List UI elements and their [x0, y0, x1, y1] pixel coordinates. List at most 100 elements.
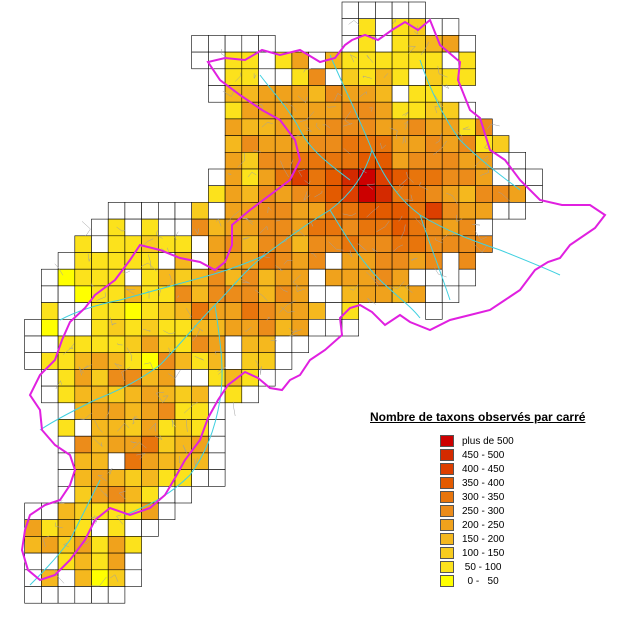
grid-cell [241, 218, 259, 237]
commune-line [259, 225, 268, 234]
commune-line [357, 243, 367, 251]
legend-label: 50 - 100 [462, 561, 502, 573]
grid-cell [291, 252, 309, 270]
grid-cell [124, 385, 142, 404]
commune-line [315, 122, 321, 131]
grid-cell [274, 335, 293, 354]
commune-line [245, 217, 253, 225]
grid-cell [57, 419, 76, 437]
commune-line [441, 233, 450, 241]
legend-swatch [440, 505, 454, 517]
commune-line [288, 329, 298, 337]
grid-cell [491, 135, 510, 153]
grid-cell [375, 135, 393, 153]
river-line [329, 54, 561, 276]
grid-cell [91, 335, 109, 354]
grid-cell [308, 318, 326, 337]
commune-line [259, 366, 262, 375]
grid-cell [391, 268, 410, 287]
commune-line [366, 271, 381, 284]
commune-line [311, 253, 317, 258]
commune-line [376, 220, 390, 233]
commune-line [194, 356, 204, 361]
grid-cell [358, 235, 376, 253]
grid-cell [191, 202, 209, 220]
grid-cell [41, 552, 59, 571]
grid-cell [308, 101, 326, 120]
grid-cell [174, 435, 193, 454]
commune-line [433, 267, 447, 278]
legend-swatch [440, 519, 454, 531]
grid-cell [274, 218, 293, 237]
grid-cell [358, 101, 376, 120]
grid-cell [174, 419, 193, 437]
grid-cell [191, 469, 209, 487]
grid-cell [408, 185, 426, 203]
legend-swatch [440, 449, 454, 461]
grid-cell [341, 68, 360, 86]
commune-line [255, 289, 268, 302]
grid-cell [74, 318, 92, 337]
grid-cell [258, 168, 276, 187]
grid-cell [191, 51, 209, 70]
commune-line [303, 68, 312, 73]
commune-line [276, 219, 281, 222]
commune-line [55, 380, 62, 390]
grid-cell [107, 552, 126, 571]
grid-cell [158, 369, 176, 387]
grid-cell [124, 302, 142, 320]
commune-line [144, 362, 154, 370]
grid-cell [358, 168, 376, 187]
grid-cell [324, 85, 343, 103]
grid-cell [41, 302, 59, 320]
grid-cell [141, 218, 159, 237]
commune-line [399, 178, 408, 187]
commune-line [328, 241, 344, 251]
legend-item: 450 - 500 [440, 448, 610, 462]
commune-line [366, 54, 374, 63]
grid-cell [158, 302, 176, 320]
legend-label: 300 - 350 [462, 491, 505, 503]
grid-cell [191, 218, 209, 237]
legend-item: 350 - 400 [440, 476, 610, 490]
grid-cell [91, 285, 109, 303]
grid-cell [324, 101, 343, 120]
grid-cell [241, 302, 259, 320]
grid-cell [124, 536, 142, 554]
commune-line [111, 323, 117, 325]
grid-cell [41, 586, 59, 604]
commune-line [472, 223, 480, 226]
grid-cell [124, 485, 142, 504]
grid-cell [74, 268, 92, 287]
grid-cell [258, 202, 276, 220]
commune-line [110, 574, 119, 582]
grid-cell [258, 152, 276, 170]
commune-line [214, 351, 224, 356]
commune-line [484, 143, 489, 150]
grid-cell [408, 252, 426, 270]
commune-line [82, 364, 92, 370]
grid-cell [408, 51, 426, 70]
commune-line [55, 522, 63, 529]
grid-cell [291, 302, 309, 320]
commune-boundaries [42, 19, 511, 587]
grid-cell [57, 586, 76, 604]
commune-line [342, 213, 357, 216]
commune-line [404, 120, 409, 130]
commune-line [473, 243, 487, 253]
commune-line [253, 150, 262, 153]
grid-cell [241, 385, 259, 404]
grid-cell [308, 135, 326, 153]
commune-line [486, 158, 489, 163]
grid-cell [475, 185, 493, 203]
commune-line [79, 412, 92, 420]
grid-cell [341, 202, 360, 220]
commune-line [437, 66, 448, 78]
grid-cell [291, 235, 309, 253]
grid-cell [291, 118, 309, 136]
legend-label: 350 - 400 [462, 477, 505, 489]
grid-cell [258, 252, 276, 270]
legend-swatch [440, 561, 454, 573]
commune-line [414, 25, 419, 35]
commune-line [193, 457, 198, 467]
